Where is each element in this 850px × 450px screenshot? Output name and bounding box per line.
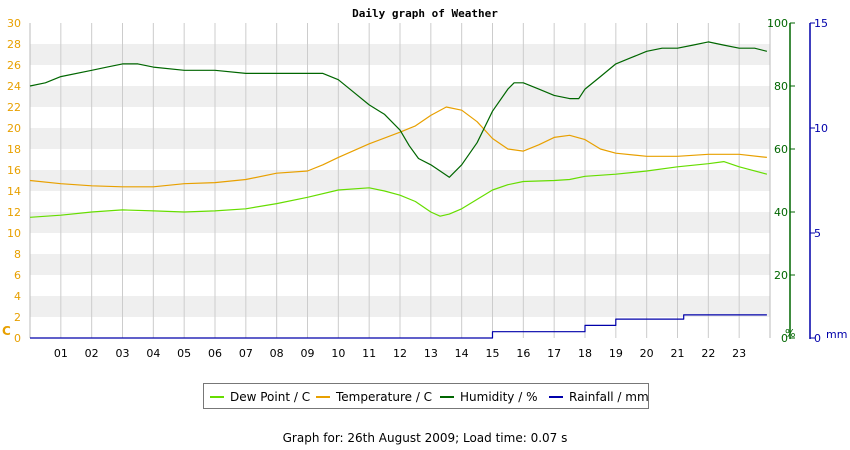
legend-item-temperature: Temperature / C <box>316 390 432 404</box>
x-tick-label: 05 <box>177 347 191 360</box>
x-tick-label: 15 <box>486 347 500 360</box>
x-tick-label: 06 <box>208 347 222 360</box>
legend-item-dew-point: Dew Point / C <box>210 390 310 404</box>
x-tick-label: 02 <box>85 347 99 360</box>
legend-swatch-dew-point <box>210 395 224 398</box>
right-tick-label-rainfall: 10 <box>814 122 828 135</box>
series-line-rainfall <box>30 314 767 339</box>
legend-swatch-temperature <box>316 395 330 398</box>
left-tick-label: 10 <box>7 227 21 240</box>
left-tick-label: 28 <box>7 38 21 51</box>
x-tick-label: 03 <box>116 347 130 360</box>
left-axis-unit: C <box>2 324 11 338</box>
left-tick-label: 20 <box>7 122 21 135</box>
data-series <box>29 41 768 339</box>
legend: Dew Point / C Temperature / C Humidity /… <box>203 383 649 409</box>
left-tick-label: 6 <box>14 269 21 282</box>
left-tick-label: 2 <box>14 311 21 324</box>
left-tick-label: 18 <box>7 143 21 156</box>
chart-title: Daily graph of Weather <box>352 7 498 20</box>
left-tick-label: 12 <box>7 206 21 219</box>
right-tick-label-rainfall: 15 <box>814 17 828 30</box>
series-line-temperature <box>29 106 767 188</box>
legend-label-rainfall: Rainfall / mm <box>569 390 649 404</box>
left-tick-label: 30 <box>7 17 21 30</box>
right-tick-label-humidity: 40 <box>774 206 788 219</box>
right-tick-label-humidity: 0 <box>781 332 788 345</box>
right-tick-label-humidity: 20 <box>774 269 788 282</box>
right-axis-rainfall-unit: mm <box>826 328 847 341</box>
x-tick-label: 20 <box>640 347 654 360</box>
x-tick-label: 17 <box>547 347 561 360</box>
x-tick-label: 07 <box>239 347 253 360</box>
x-tick-label: 18 <box>578 347 592 360</box>
x-tick-label: 21 <box>671 347 685 360</box>
x-tick-label: 01 <box>54 347 68 360</box>
x-tick-label: 23 <box>732 347 746 360</box>
legend-label-humidity: Humidity / % <box>460 390 538 404</box>
x-tick-label: 22 <box>701 347 715 360</box>
x-tick-label: 13 <box>424 347 438 360</box>
x-tick-label: 11 <box>362 347 376 360</box>
left-tick-label: 4 <box>14 290 21 303</box>
series-line-dew-point <box>29 161 768 218</box>
right-tick-label-rainfall: 5 <box>814 227 821 240</box>
x-tick-label: 14 <box>455 347 469 360</box>
legend-swatch-humidity <box>440 395 454 398</box>
x-tick-label: 09 <box>301 347 315 360</box>
left-tick-label: 24 <box>7 80 21 93</box>
x-tick-label: 19 <box>609 347 623 360</box>
legend-swatch-rainfall <box>549 395 563 398</box>
x-tick-label: 08 <box>270 347 284 360</box>
left-tick-label: 22 <box>7 101 21 114</box>
left-tick-label: 26 <box>7 59 21 72</box>
left-tick-label: 14 <box>7 185 21 198</box>
x-tick-label: 16 <box>516 347 530 360</box>
right-tick-label-humidity: 80 <box>774 80 788 93</box>
left-tick-label: 8 <box>14 248 21 261</box>
right-axis-humidity-unit: % <box>785 327 795 340</box>
graph-footer: Graph for: 26th August 2009; Load time: … <box>282 431 568 445</box>
legend-label-temperature: Temperature / C <box>336 390 433 404</box>
legend-label-dew-point: Dew Point / C <box>230 390 311 404</box>
axes: 01 02 03 04 05 06 07 08 09 10 11 12 13 14 15 16 17 18 19 20… <box>2 17 847 360</box>
x-tick-label: 10 <box>331 347 345 360</box>
right-tick-label-rainfall: 0 <box>814 332 821 345</box>
legend-item-humidity: Humidity / % <box>440 390 537 404</box>
right-tick-label-humidity: 100 <box>767 17 788 30</box>
series-line-humidity <box>29 41 768 178</box>
x-tick-label: 04 <box>146 347 160 360</box>
left-tick-label: 16 <box>7 164 21 177</box>
grid-lines <box>29 23 771 338</box>
legend-item-rainfall: Rainfall / mm <box>549 390 649 404</box>
right-tick-label-humidity: 60 <box>774 143 788 156</box>
x-tick-label: 12 <box>393 347 407 360</box>
left-tick-label: 0 <box>14 332 21 345</box>
